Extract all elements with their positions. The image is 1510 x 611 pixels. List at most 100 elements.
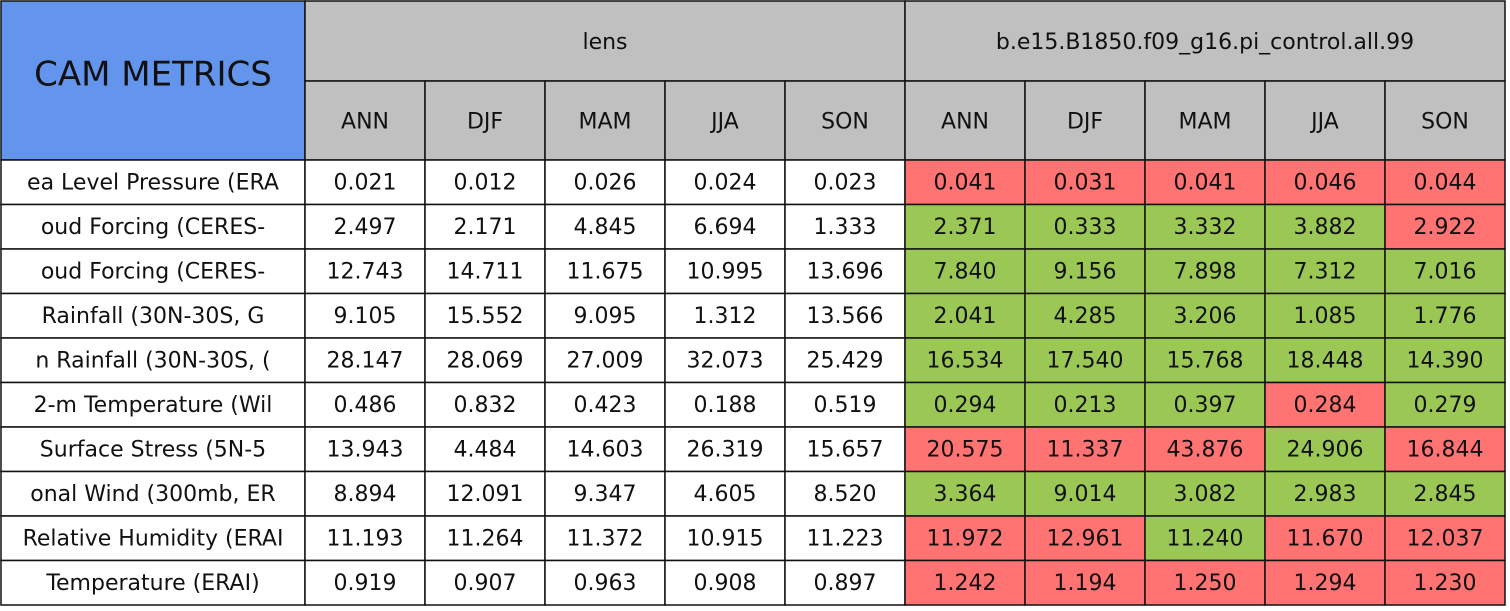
cell-value: 0.294	[934, 393, 997, 418]
cell-value: 3.206	[1174, 304, 1237, 329]
cell	[1384, 559, 1506, 606]
row-label-cell	[0, 515, 306, 562]
cell-value: 25.429	[807, 348, 884, 373]
cell	[1264, 470, 1386, 517]
cell	[544, 559, 666, 606]
season-label: ANN	[941, 110, 989, 135]
row-label-cell	[0, 159, 306, 206]
cell	[784, 381, 906, 428]
cell-value: 3.082	[1174, 482, 1237, 507]
cell-value: 1.312	[694, 304, 757, 329]
cell	[664, 203, 786, 250]
row-label: Relative Humidity (ERAI	[23, 526, 284, 551]
cell	[1264, 559, 1386, 606]
cell-value: 0.397	[1174, 393, 1237, 418]
cell	[904, 559, 1026, 606]
cell-value: 11.193	[327, 526, 404, 551]
row-label: onal Wind (300mb, ER	[30, 482, 275, 507]
cell	[664, 159, 786, 206]
cell	[424, 559, 546, 606]
cell-value: 11.240	[1167, 526, 1244, 551]
cell	[424, 515, 546, 562]
cell-value: 0.024	[694, 170, 757, 195]
cell-value: 10.915	[687, 526, 764, 551]
cell	[664, 470, 786, 517]
season-header-cell	[424, 80, 546, 161]
cell-value: 11.670	[1287, 526, 1364, 551]
cell	[544, 248, 666, 295]
cell-value: 2.171	[454, 215, 517, 240]
cell-value: 2.497	[334, 215, 397, 240]
season-label: JJA	[709, 110, 739, 135]
cell	[1024, 248, 1146, 295]
cell-value: 2.983	[1294, 482, 1357, 507]
cell-value: 8.520	[814, 482, 877, 507]
cell-value: 2.922	[1414, 215, 1477, 240]
cell-value: 0.519	[814, 393, 877, 418]
cell-value: 4.484	[454, 437, 517, 462]
cell-value: 10.995	[687, 259, 764, 284]
cell	[304, 248, 426, 295]
cell	[304, 515, 426, 562]
cell-value: 0.423	[574, 393, 637, 418]
cell	[1384, 470, 1506, 517]
row-label: Rainfall (30N-30S, G	[42, 304, 265, 329]
cell-value: 13.566	[807, 304, 884, 329]
cell	[664, 292, 786, 339]
cell-value: 32.073	[687, 348, 764, 373]
cell-value: 12.091	[447, 482, 524, 507]
season-header-cell	[1264, 80, 1386, 161]
cell	[544, 292, 666, 339]
cell-value: 14.603	[567, 437, 644, 462]
cell-value: 7.312	[1294, 259, 1357, 284]
season-label: MAM	[578, 110, 631, 135]
cell-value: 1.776	[1414, 304, 1477, 329]
row-label-cell	[0, 470, 306, 517]
cell-value: 7.016	[1414, 259, 1477, 284]
cell-value: 11.675	[567, 259, 644, 284]
cell-value: 3.332	[1174, 215, 1237, 240]
cell	[904, 515, 1026, 562]
cell-value: 11.264	[447, 526, 524, 551]
cell	[904, 337, 1026, 384]
cell	[544, 381, 666, 428]
cell	[424, 203, 546, 250]
cell-value: 9.156	[1054, 259, 1117, 284]
cell-value: 0.963	[574, 571, 637, 596]
cell	[784, 159, 906, 206]
cell-value: 0.213	[1054, 393, 1117, 418]
cell-value: 0.832	[454, 393, 517, 418]
row-label-cell	[0, 248, 306, 295]
cell	[1144, 381, 1266, 428]
row-label: 2-m Temperature (Wil	[34, 393, 273, 418]
cell	[424, 292, 546, 339]
title: CAM METRICS	[34, 55, 272, 95]
cell-value: 0.907	[454, 571, 517, 596]
cell	[1264, 248, 1386, 295]
cell-value: 0.284	[1294, 393, 1357, 418]
cell-value: 4.845	[574, 215, 637, 240]
cell-value: 4.285	[1054, 304, 1117, 329]
cell-value: 16.844	[1407, 437, 1484, 462]
row-label: n Rainfall (30N-30S, (	[35, 348, 270, 373]
cell-value: 1.250	[1174, 571, 1237, 596]
cell-value: 6.694	[694, 215, 757, 240]
cell-value: 11.337	[1047, 437, 1124, 462]
cell-value: 1.085	[1294, 304, 1357, 329]
cell	[664, 426, 786, 473]
row-label-cell	[0, 292, 306, 339]
cell-value: 12.961	[1047, 526, 1124, 551]
cell-value: 3.364	[934, 482, 997, 507]
cell-value: 0.044	[1414, 170, 1477, 195]
cell	[1144, 337, 1266, 384]
cell	[1384, 248, 1506, 295]
cell-value: 12.037	[1407, 526, 1484, 551]
cell	[544, 426, 666, 473]
cell-value: 0.486	[334, 393, 397, 418]
row-label: Surface Stress (5N-5	[40, 437, 266, 462]
row-label: Temperature (ERAI)	[45, 571, 259, 596]
season-label: MAM	[1178, 110, 1231, 135]
cell	[904, 381, 1026, 428]
cell	[1024, 381, 1146, 428]
